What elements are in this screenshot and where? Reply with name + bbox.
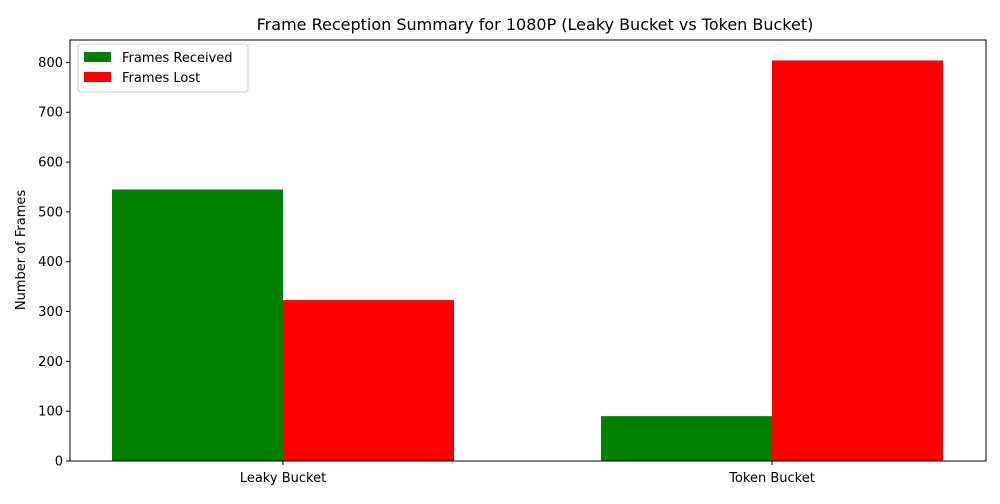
y-tick-label: 600 (38, 156, 63, 171)
legend-swatch (84, 72, 111, 82)
y-tick-label: 800 (38, 56, 63, 71)
x-axis: Leaky Bucket Token Bucket (240, 461, 815, 486)
bar-frames-lost-token-bucket (772, 60, 943, 462)
y-tick-label: 100 (38, 405, 63, 420)
legend-swatch (84, 52, 111, 62)
legend: Frames Received Frames Lost (77, 43, 249, 93)
plot-frame (69, 39, 987, 462)
y-tick-label: 0 (55, 455, 63, 470)
x-tick-label: Leaky Bucket (240, 471, 326, 486)
y-axis: 0 100 200 300 400 500 600 700 800 (38, 56, 70, 470)
y-tick-label: 300 (38, 305, 63, 320)
legend-box (77, 43, 249, 93)
y-tick-label: 700 (38, 106, 63, 121)
bar-frames-received-token-bucket (601, 416, 772, 461)
chart-title: Frame Reception Summary for 1080P (Leaky… (257, 15, 814, 34)
y-tick-label: 200 (38, 355, 63, 370)
bar-frames-lost-leaky-bucket (283, 300, 454, 461)
y-tick-label: 400 (38, 255, 63, 270)
y-axis-label: Number of Frames (14, 190, 29, 311)
legend-label: Frames Lost (122, 71, 200, 86)
bars-layer (112, 60, 943, 462)
bar-frames-received-leaky-bucket (112, 189, 283, 461)
y-tick-label: 500 (38, 205, 63, 220)
x-tick-label: Token Bucket (728, 471, 815, 486)
legend-label: Frames Received (122, 51, 233, 66)
